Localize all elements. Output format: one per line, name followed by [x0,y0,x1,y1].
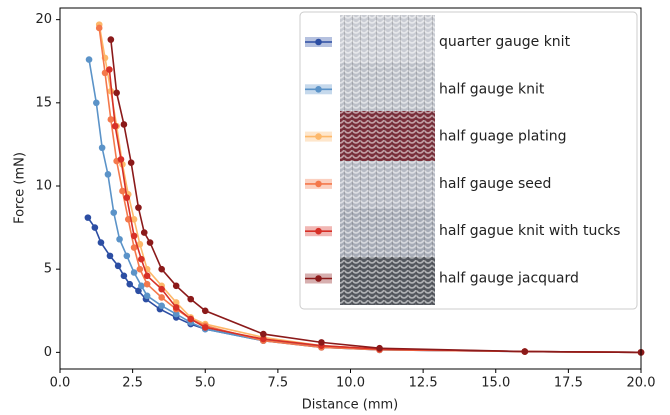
y-tick-label: 5 [44,262,52,277]
legend: quarter gauge knit half gauge knit half gu… [299,11,638,310]
data-point [521,348,529,355]
data-point [117,156,125,163]
data-point [158,285,165,293]
data-point [201,324,209,331]
data-point [113,89,120,97]
data-point [106,66,113,73]
data-point [98,144,106,152]
x-tick-label: 5.0 [195,376,216,391]
data-point [123,252,131,260]
data-point [130,215,138,223]
x-tick-label: 15.0 [481,376,510,391]
series-line [98,27,642,354]
data-point [136,240,144,248]
data-point [135,204,142,211]
data-point [126,280,134,288]
data-point [130,244,138,251]
y-axis-label: Force (mN) [13,152,28,224]
legend-marker [315,38,322,46]
data-point [104,171,112,178]
data-point [84,214,92,221]
legend-label: half gague knit with tucks [439,223,620,239]
plot-area [84,21,645,356]
y-tick-label: 0 [44,345,52,360]
data-point [119,187,126,195]
legend-label: half guage plating [439,129,567,145]
legend-marker [315,180,322,188]
data-point [143,272,151,280]
data-point [187,315,195,323]
x-tick-label: 20.0 [627,376,656,391]
legend-marker [315,227,322,235]
data-point [111,122,119,130]
x-axis-label: Distance (mm) [302,398,398,413]
data-point [158,265,165,273]
data-point [107,36,115,43]
y-tick-label: 15 [35,95,52,110]
data-point [318,339,325,346]
data-point [114,262,122,270]
data-point [85,56,93,63]
data-point [143,292,151,300]
data-point [130,269,138,276]
data-point [127,159,135,167]
series-line [110,39,642,354]
x-tick-label: 10.0 [336,376,365,391]
legend-label: half gauge knit [439,81,545,97]
data-point [172,282,180,290]
data-point [135,287,142,295]
data-point [158,302,165,310]
x-tick-label: 2.5 [122,376,143,391]
legend-label: half gauge jacquard [439,271,579,287]
legend-marker [315,86,322,93]
data-point [120,272,128,280]
data-point [140,229,148,236]
data-point [138,255,145,263]
data-point [201,307,209,315]
y-tick-label: 20 [35,12,52,27]
data-point [110,209,118,216]
data-point [158,294,165,301]
data-point [138,282,145,290]
data-point [116,235,123,243]
x-tick-label: 12.5 [409,376,438,391]
data-point [172,304,180,311]
y-tick-label: 10 [35,179,52,194]
data-point [91,224,99,231]
data-point [95,24,103,32]
data-point [123,194,131,201]
data-point [93,99,100,107]
x-tick-label: 17.5 [554,376,583,391]
data-point [120,121,128,128]
legend-marker [315,133,322,140]
x-tick-label: 0.0 [50,376,71,391]
data-point [187,295,195,303]
legend-label: quarter gauge knit [439,34,571,50]
data-point [172,310,180,318]
data-point [376,344,383,352]
series-line [108,69,642,354]
legend-marker [315,275,322,282]
data-point [106,252,114,260]
legend-swatch-image [340,15,435,305]
data-point [260,335,267,343]
data-point [97,239,105,246]
data-point [107,116,115,123]
x-tick-label: 7.5 [268,376,289,391]
data-point [260,330,267,338]
data-point [143,280,151,288]
data-point [136,265,144,273]
data-point [130,232,138,240]
data-point [146,239,154,246]
legend-label: half gauge seed [439,176,551,192]
